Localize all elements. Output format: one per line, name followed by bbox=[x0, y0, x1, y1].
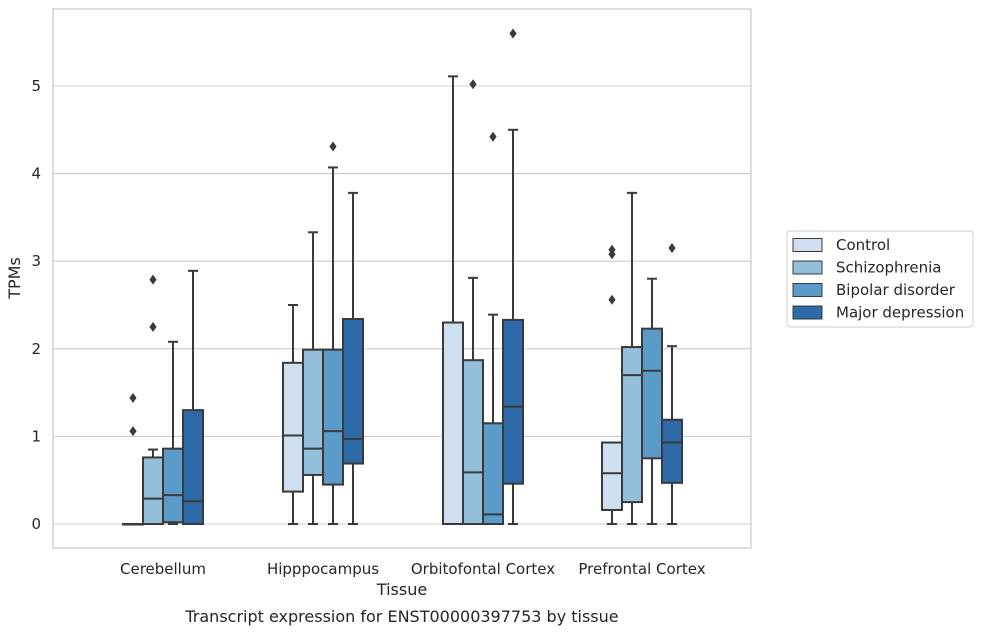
box-body bbox=[661, 418, 683, 484]
box-major-depression-2 bbox=[502, 28, 524, 525]
y-tick-label: 1 bbox=[31, 427, 41, 445]
outlier-point bbox=[329, 141, 337, 152]
box-control-2 bbox=[442, 75, 464, 525]
outlier-point bbox=[668, 243, 676, 254]
box-body bbox=[182, 409, 204, 525]
legend-swatch bbox=[792, 305, 823, 320]
legend-swatch bbox=[792, 283, 823, 297]
outlier-point bbox=[129, 392, 137, 403]
box-schizophrenia-0 bbox=[142, 274, 164, 526]
x-axis-ticks: Cerebellum Hipppocampus Orbitofontal Corte… bbox=[120, 560, 706, 578]
box-body bbox=[302, 348, 324, 476]
y-tick-label: 4 bbox=[31, 165, 41, 183]
outlier-point bbox=[608, 294, 616, 305]
outlier-point bbox=[509, 28, 517, 39]
plot-area-frame bbox=[52, 8, 752, 549]
x-tick-label: Hipppocampus bbox=[267, 560, 379, 578]
outlier-point bbox=[149, 321, 157, 332]
x-tick-label: Cerebellum bbox=[120, 560, 206, 578]
box-body bbox=[502, 318, 524, 485]
box-body bbox=[462, 359, 484, 525]
legend: Control Schizophrenia Bipolar disorder Majo… bbox=[786, 230, 974, 328]
box-major-depression-0 bbox=[182, 269, 204, 525]
box-major-depression-3 bbox=[661, 243, 683, 525]
box-bipolar-disorder-3 bbox=[641, 277, 663, 525]
legend-frame bbox=[786, 230, 974, 328]
box-body bbox=[282, 361, 304, 493]
box-control-3 bbox=[601, 244, 623, 525]
outlier-point bbox=[489, 131, 497, 142]
y-axis-label: TPMs bbox=[5, 257, 24, 300]
boxes bbox=[122, 28, 683, 526]
y-axis-ticks: 0 1 2 3 4 5 bbox=[31, 77, 41, 533]
box-control-1 bbox=[282, 304, 304, 525]
box-bipolar-disorder-2 bbox=[482, 131, 504, 526]
chart-caption: Transcript expression for ENST0000039775… bbox=[184, 607, 618, 626]
box-bipolar-disorder-1 bbox=[322, 141, 344, 525]
legend-swatch bbox=[792, 238, 823, 252]
y-tick-label: 0 bbox=[31, 515, 41, 533]
outlier-point bbox=[469, 79, 477, 90]
x-tick-label: Orbitofontal Cortex bbox=[411, 560, 555, 578]
box-body bbox=[162, 447, 184, 524]
x-tick-label: Prefrontal Cortex bbox=[578, 560, 705, 578]
box-major-depression-1 bbox=[342, 191, 364, 525]
box-body bbox=[482, 422, 504, 526]
box-body bbox=[641, 327, 663, 460]
y-tick-label: 5 bbox=[31, 77, 41, 95]
outlier-point bbox=[608, 244, 616, 255]
box-body bbox=[322, 348, 344, 486]
outlier-point bbox=[129, 426, 137, 437]
box-body bbox=[442, 321, 464, 525]
box-body bbox=[342, 318, 364, 465]
box-body bbox=[621, 346, 643, 504]
box-control-0 bbox=[122, 392, 144, 526]
box-bipolar-disorder-0 bbox=[162, 340, 184, 525]
x-axis-label: Tissue bbox=[376, 580, 427, 599]
box-schizophrenia-2 bbox=[462, 79, 484, 525]
y-tick-label: 3 bbox=[31, 252, 41, 270]
box-schizophrenia-1 bbox=[302, 231, 324, 525]
box-body bbox=[601, 441, 623, 511]
legend-label: Major depression bbox=[836, 304, 964, 322]
legend-label: Control bbox=[836, 236, 890, 254]
legend-label: Schizophrenia bbox=[836, 259, 941, 277]
legend-swatch bbox=[792, 260, 823, 275]
y-tick-label: 2 bbox=[31, 340, 41, 358]
box-body bbox=[142, 456, 164, 526]
legend-label: Bipolar disorder bbox=[836, 281, 956, 299]
outlier-point bbox=[149, 274, 157, 285]
box-schizophrenia-3 bbox=[621, 191, 643, 525]
